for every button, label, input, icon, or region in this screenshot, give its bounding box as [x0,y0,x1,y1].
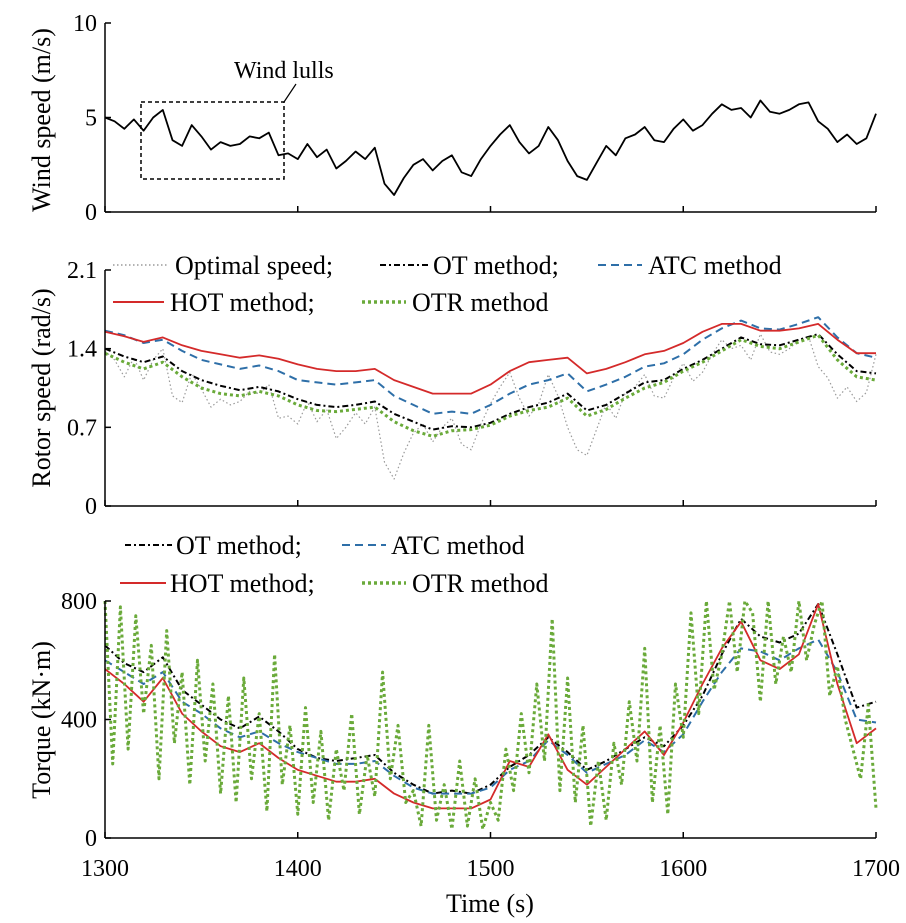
torque-series-ot-method [104,603,877,795]
torque-ytick-label: 400 [61,708,97,734]
torque-xtick-label: 1700 [852,856,900,882]
torque-panel: 0 400 800 1300 1400 1500 1600 1700 OT method; A… [27,531,900,918]
rotor-speed-ytick-label: 0 [85,494,97,520]
torque-xtick-label: 1400 [274,856,322,882]
rotor-speed-ytick-label: 2.1 [67,258,97,284]
wind-speed-ticks: 0 5 10 [73,11,877,226]
rotor-speed-series-ot-method [104,333,877,431]
torque-xtick-label: 1500 [467,856,515,882]
torque-plot-area [103,599,878,831]
rotor-speed-series-atc-method [104,316,877,415]
rotor-speed-ticks: 0 0.7 1.4 2.1 [67,258,877,520]
time-x-label: Time (s) [446,889,534,918]
torque-ytick-label: 800 [61,589,97,615]
torque-series-hot-method [104,603,877,810]
wind-lulls-box [140,101,285,180]
legend-label-hot: HOT method; [170,288,315,317]
torque-ytick-label: 0 [85,826,97,852]
rotor-speed-series-optimal-speed [104,333,877,480]
torque-y-label: Torque (kN·m) [27,641,56,799]
rotor-speed-ytick-label: 1.4 [67,337,97,363]
legend-label-optimal: Optimal speed; [175,251,333,280]
wind-speed-ytick-label: 5 [85,106,97,132]
torque-xtick-label: 1600 [659,856,707,882]
rotor-speed-legend: Optimal speed; OT method; ATC method HOT… [113,251,782,317]
legend-label-atc-torque: ATC method [391,531,525,560]
wind-lulls-leader [283,83,297,103]
wind-lulls-label: Wind lulls [234,58,334,84]
wind-speed-series-line-0 [104,99,877,196]
legend-label-hot-torque: HOT method; [170,569,315,598]
wind-speed-ytick-label: 10 [73,11,97,37]
torque-series-otr-method [103,599,878,831]
wind-speed-panel: 0 5 10 Wind lulls Wind speed (m/s) [27,11,877,226]
rotor-speed-plot-area [104,316,877,480]
wind-speed-plot-area [104,99,877,196]
rotor-speed-ytick-label: 0.7 [67,415,97,441]
rotor-speed-panel: 0 0.7 1.4 2.1 Optimal speed; OT method; ATC… [27,251,877,520]
rotor-speed-series-hot-method [104,322,876,395]
legend-label-otr-torque: OTR method [412,569,549,598]
legend-label-ot: OT method; [433,251,559,280]
wind-speed-y-label: Wind speed (m/s) [27,28,56,212]
legend-label-atc: ATC method [648,251,782,280]
torque-legend: OT method; ATC method HOT method; OTR me… [120,531,549,598]
torque-ticks: 0 400 800 1300 1400 1500 1600 1700 [61,589,900,882]
torque-xtick-label: 1300 [81,856,129,882]
torque-series-atc-method [104,638,877,795]
wind-speed-ytick-label: 0 [85,200,97,226]
legend-label-ot-torque: OT method; [176,531,302,560]
rotor-speed-y-label: Rotor speed (rad/s) [27,288,56,487]
legend-label-otr: OTR method [412,288,549,317]
